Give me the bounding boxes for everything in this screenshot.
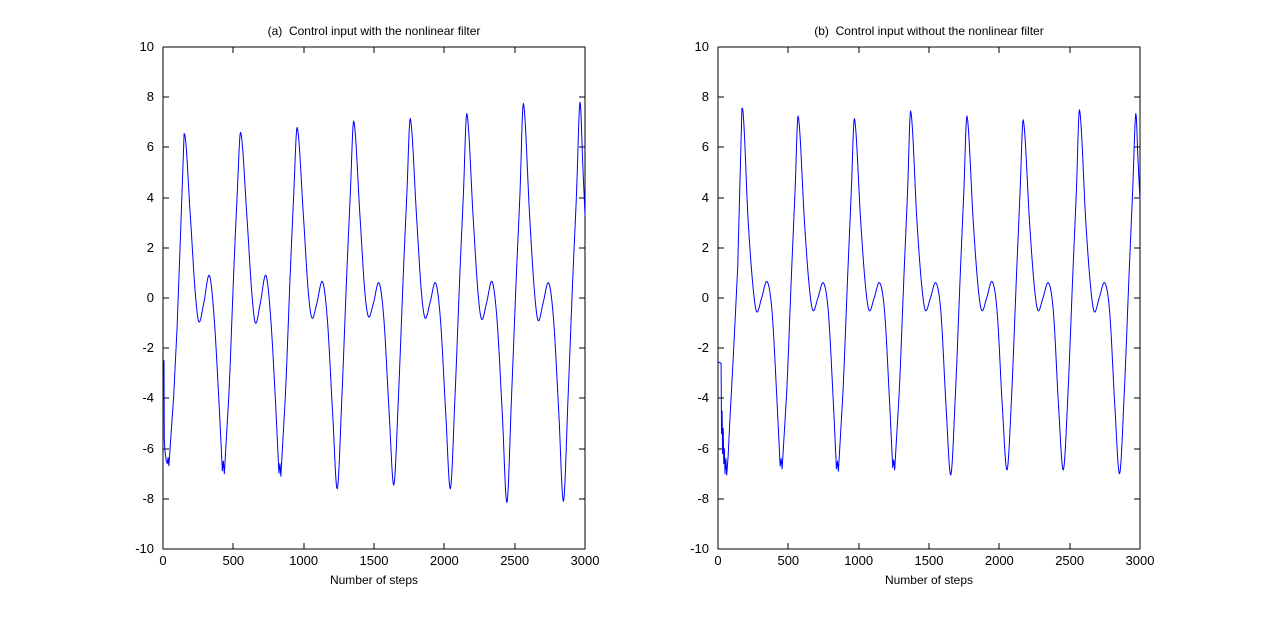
subplot-b-y-tick-label: -6 xyxy=(697,441,709,456)
subplot-b-x-tick-label: 3000 xyxy=(1125,553,1155,568)
subplot-a-y-tick-label: 8 xyxy=(146,89,154,104)
subplot-a-y-tick-label: 2 xyxy=(146,240,154,255)
subplot-a-x-tick-label: 2500 xyxy=(500,553,530,568)
subplot-a-y-tick-label: -10 xyxy=(135,541,154,556)
subplot-a-y-tick-label: 10 xyxy=(139,39,154,54)
signal-trace-b xyxy=(717,107,1141,476)
subplot-a-y-tick-label: 0 xyxy=(146,290,154,305)
subplot-a-x-tick-label: 1000 xyxy=(289,553,319,568)
subplot-b-x-tick-label: 500 xyxy=(777,553,800,568)
subplot-b-y-tick-label: -4 xyxy=(697,390,709,405)
signal-trace-a xyxy=(162,101,586,504)
subplot-b-x-tick-label: 0 xyxy=(714,553,722,568)
subplot-a-xlabel: Number of steps xyxy=(329,573,419,587)
subplot-a-y-tick-label: -8 xyxy=(142,491,154,506)
subplot-a-axes xyxy=(162,46,586,550)
subplot-b-x-tick-label: 2500 xyxy=(1055,553,1085,568)
subplot-b-y-tick-label: 4 xyxy=(701,190,709,205)
subplot-a-x-tick-label: 2000 xyxy=(429,553,459,568)
subplot-a-x-tick-label: 1500 xyxy=(359,553,389,568)
subplot-a-y-tick-label: -4 xyxy=(142,390,154,405)
subplot-b-x-tick-label: 1000 xyxy=(844,553,874,568)
subplot-b-x-tick-label: 1500 xyxy=(914,553,944,568)
subplot-b-y-tick-label: -2 xyxy=(697,340,709,355)
subplot-a-y-tick-label: -6 xyxy=(142,441,154,456)
subplot-b-y-tick-label: -10 xyxy=(690,541,709,556)
axes-box xyxy=(717,46,1141,550)
subplot-b-y-tick-label: -8 xyxy=(697,491,709,506)
subplot-b-axes xyxy=(717,46,1141,550)
subplot-a-x-tick-label: 500 xyxy=(222,553,245,568)
subplot-a-x-tick-label: 3000 xyxy=(570,553,600,568)
subplot-b-y-tick-label: 0 xyxy=(701,290,709,305)
subplot-a-y-tick-label: -2 xyxy=(142,340,154,355)
subplot-a-y-tick-label: 6 xyxy=(146,139,154,154)
subplot-b-x-tick-label: 2000 xyxy=(984,553,1014,568)
subplot-a-x-tick-label: 0 xyxy=(159,553,167,568)
subplot-b-y-tick-label: 2 xyxy=(701,240,709,255)
subplot-b-y-tick-label: 10 xyxy=(694,39,709,54)
subplot-a-title: (a) Control input with the nonlinear fil… xyxy=(267,24,481,38)
subplot-b-xlabel: Number of steps xyxy=(884,573,974,587)
subplot-b-y-tick-label: 6 xyxy=(701,139,709,154)
subplot-a-y-tick-label: 4 xyxy=(146,190,154,205)
subplot-b-y-tick-label: 8 xyxy=(701,89,709,104)
subplot-b-title: (b) Control input without the nonlinear … xyxy=(814,24,1044,38)
